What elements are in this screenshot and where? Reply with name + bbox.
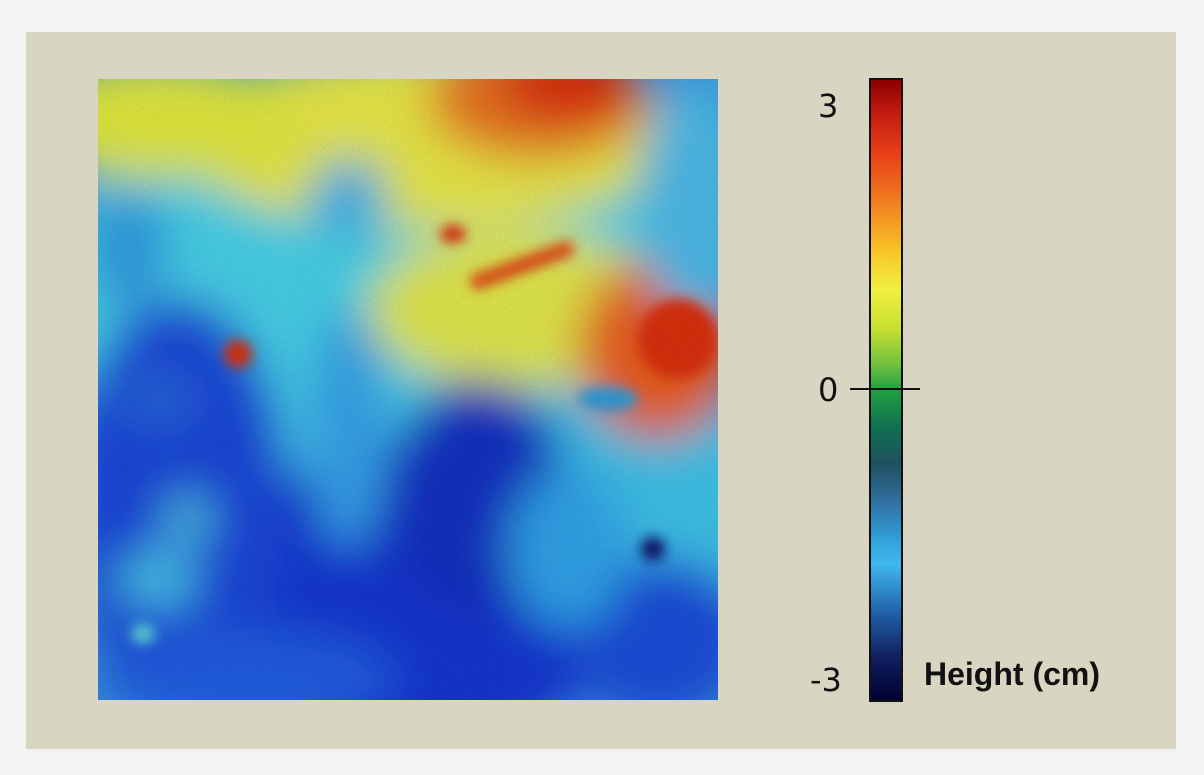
colorbar-zero-tick	[850, 388, 920, 390]
colorbar-tick-max: 3	[818, 87, 839, 125]
colorbar-tick-min: -3	[810, 661, 842, 699]
colorbar-tick-zero: 0	[818, 371, 839, 409]
colorbar	[869, 78, 903, 702]
colorbar-title: Height (cm)	[924, 656, 1100, 692]
height-map-image	[98, 79, 718, 700]
